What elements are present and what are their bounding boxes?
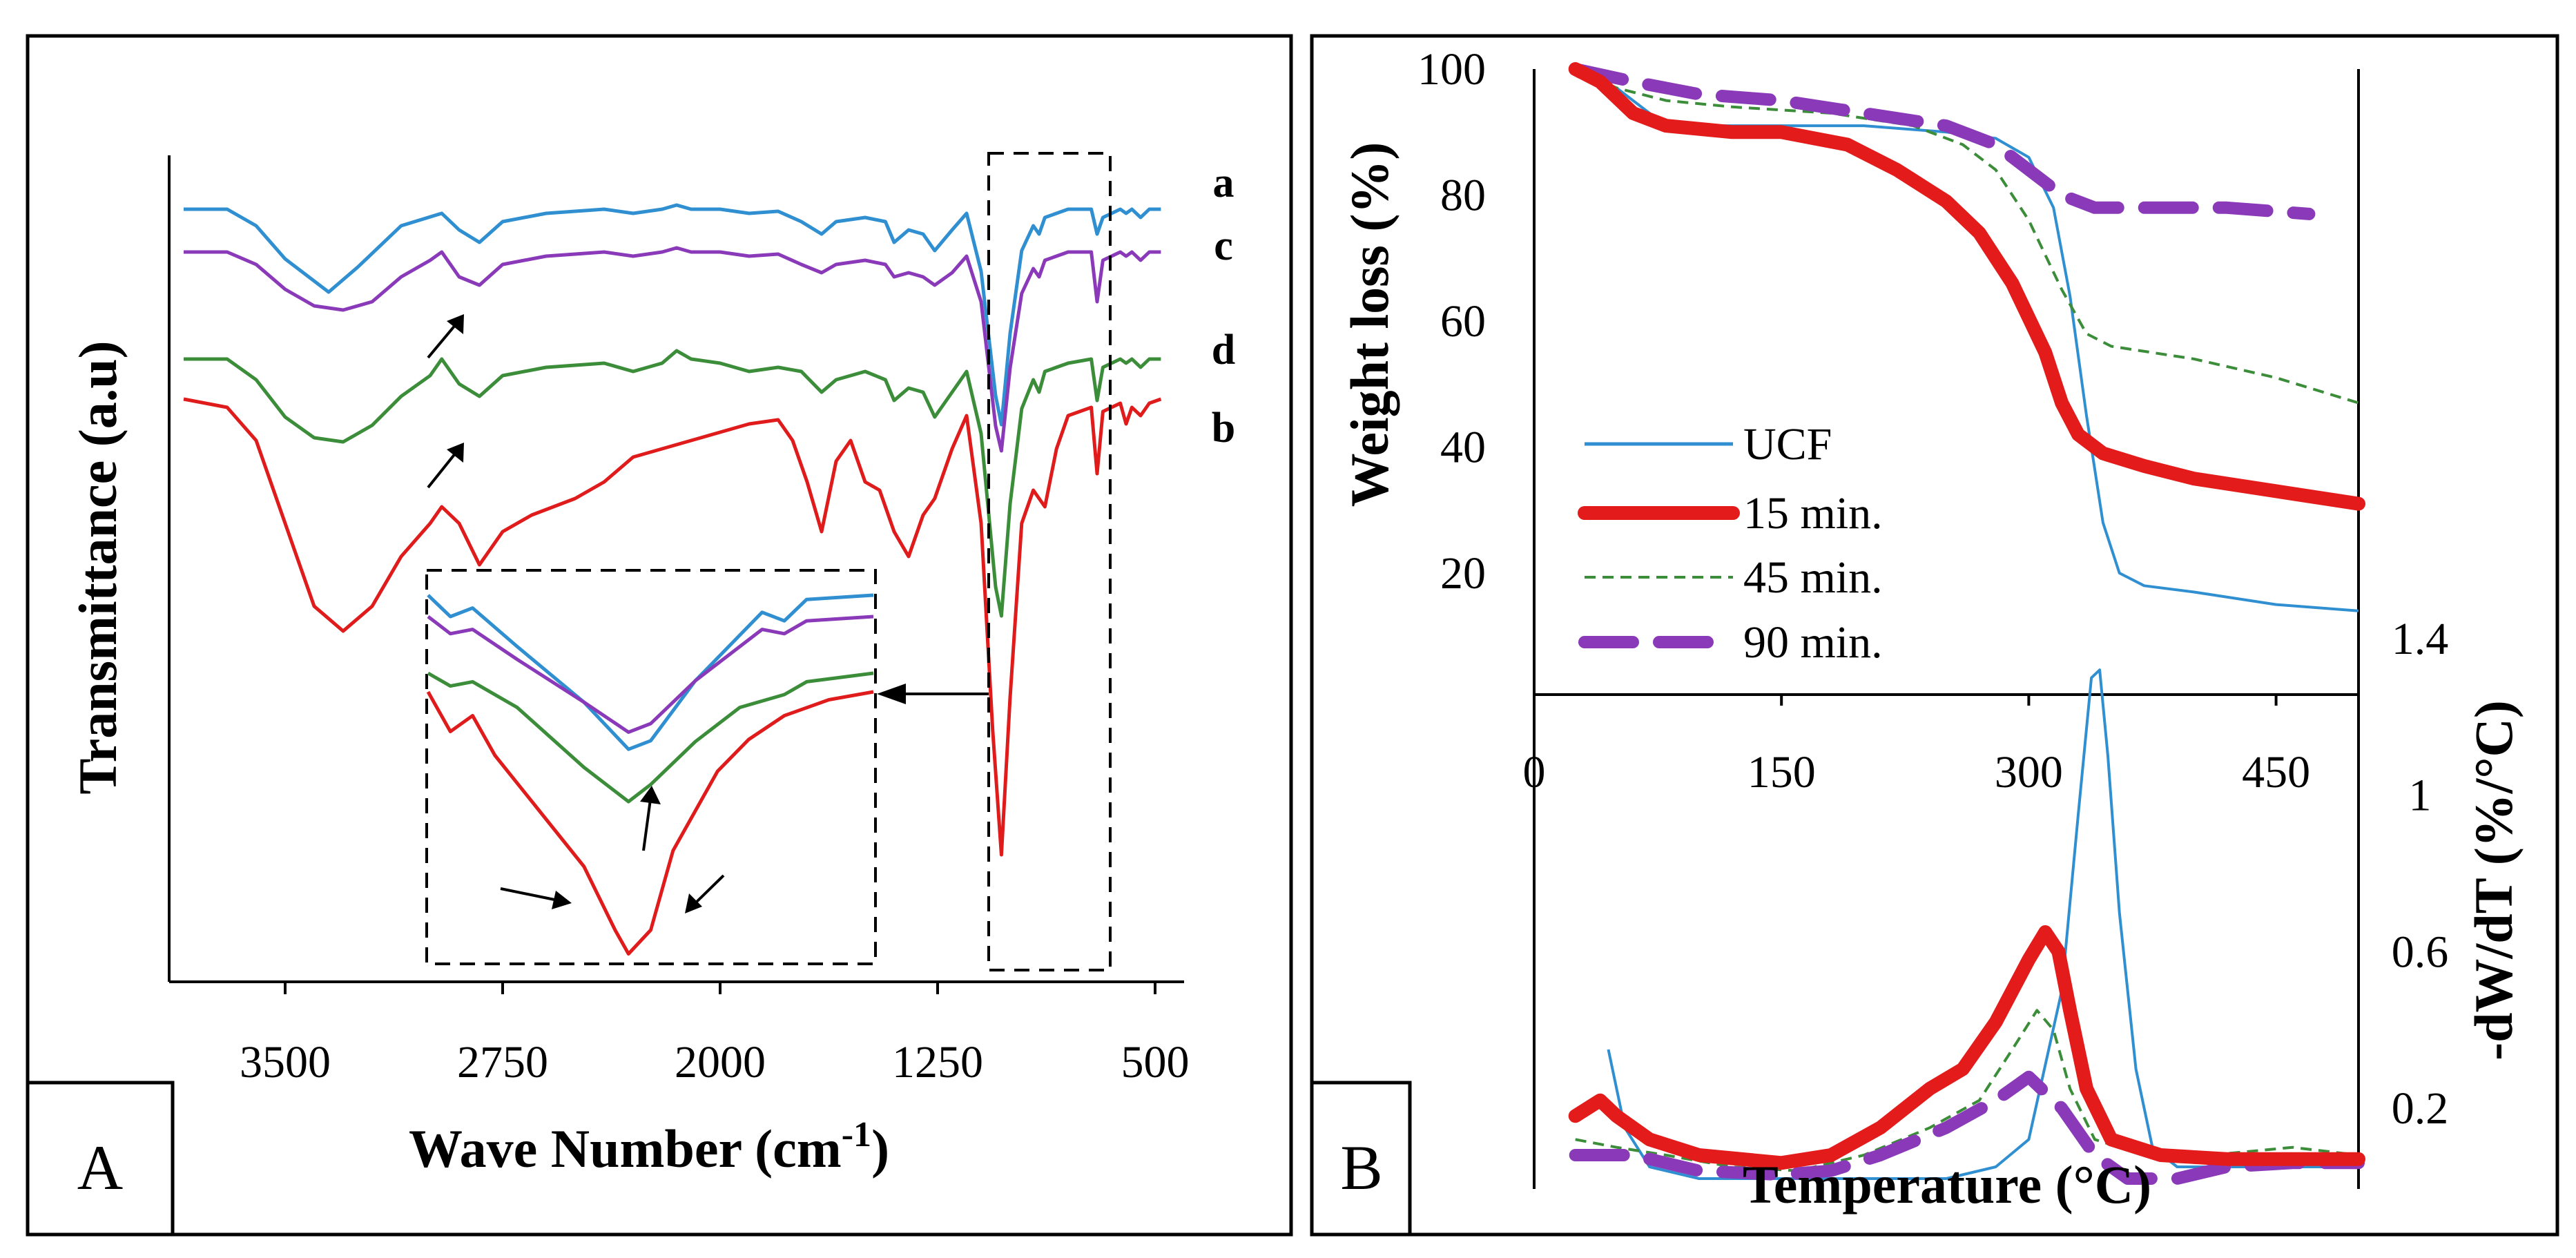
annotation-arrow	[640, 786, 661, 851]
panel-a-x-axis-title-close: )	[871, 1119, 889, 1179]
panel-b-tga-line-15min	[1568, 62, 2365, 511]
legend-label-ucf: UCF	[1743, 419, 1832, 470]
panel-b-y-tick-label: 40	[1440, 423, 1486, 473]
panel-a-series-label-a: a	[1213, 159, 1234, 206]
panel-b-dtg-line-ucf	[1607, 668, 2359, 1180]
panel-b-letter: B	[1340, 1132, 1382, 1203]
panel-a-inset-line-d	[427, 671, 874, 804]
panel-b-right-y-tick-label: 0.2	[2392, 1083, 2449, 1134]
panel-b-x-tick-label: 450	[2242, 747, 2310, 797]
annotation-arrow	[427, 443, 464, 489]
panel-a-series-label-c: c	[1214, 222, 1233, 269]
fingerprint-highlight-box	[987, 152, 1112, 971]
panel-a-x-tick-label: 500	[1121, 1037, 1190, 1087]
legend-label-90min: 90 min.	[1743, 617, 1883, 668]
inset-box	[425, 569, 877, 965]
panel-b-y-tick-label: 100	[1417, 44, 1486, 95]
panel-a: 3500 2750 2000 1250 500 ac db Transmittance (…	[26, 34, 1293, 1237]
panel-a-inset-line-a	[427, 593, 874, 751]
panel-b-right-y-tick-label: 1	[2409, 771, 2432, 821]
panel-a-inset-line-b	[426, 690, 874, 956]
legend-label-45min: 45 min.	[1743, 552, 1883, 603]
panel-a-x-tick-label: 3500	[240, 1037, 331, 1087]
annotation-arrow	[500, 887, 572, 909]
panel-b-y-tick-label: 80	[1440, 171, 1486, 221]
panel-b-x-axis-title: Temperature (°C)	[1743, 1154, 2151, 1215]
annotation-arrow	[427, 314, 464, 359]
legend: UCF 15 min. 45 min. 90 min.	[1578, 419, 1883, 668]
panel-a-series-line-b	[183, 397, 1162, 857]
panel-a-x-tick-label: 2000	[675, 1037, 766, 1087]
panel-a-inset-line-c	[427, 615, 874, 734]
panel-b-dtg-line-15min	[1568, 925, 2365, 1170]
panel-b-x-tick-label: 0	[1523, 747, 1546, 797]
panel-a-series-line-c	[184, 246, 1161, 453]
panel-b-right-y-tick-label: 0.6	[2392, 927, 2449, 977]
panel-a-series-label-b: b	[1212, 405, 1235, 452]
panel-b-frame	[1310, 34, 2559, 1237]
panel-b-y-tick-label: 20	[1440, 548, 1486, 599]
panel-b-right-y-axis-title: -dW/dT (%/°C)	[2463, 700, 2524, 1061]
panel-a-series-label-d: d	[1212, 327, 1235, 374]
panel-a-frame	[26, 34, 1293, 1237]
panel-b-x-tick-label: 300	[1995, 747, 2063, 797]
panel-b-letter-box	[1310, 1081, 1412, 1237]
panel-a-y-axis-title: Transmittance (a.u)	[68, 340, 128, 794]
annotation-arrow	[685, 874, 725, 913]
inset-pointer-arrowhead	[877, 684, 906, 704]
panel-b-right-y-tick-label: 1.4	[2392, 614, 2449, 664]
panel-a-series-line-a	[184, 203, 1161, 427]
legend-label-15min: 15 min.	[1743, 488, 1883, 539]
panel-b: 0 150 300 450 20 40 60 80 100 0.2 0.6 1 1.4 UCF 15 m…	[1310, 34, 2559, 1237]
panel-b-tga-line-90min	[1569, 63, 2316, 220]
panel-a-x-tick-label: 1250	[892, 1037, 983, 1087]
panel-a-letter-box	[26, 1081, 175, 1237]
panel-a-letter: A	[77, 1132, 123, 1203]
panel-b-y-tick-label: 60	[1440, 296, 1486, 347]
panel-a-series-line-d	[184, 349, 1161, 618]
panel-b-dtg-line-90min	[1569, 1070, 2365, 1185]
panel-a-x-axis-title-main: Wave Number (cm	[409, 1119, 842, 1179]
panel-b-y-axis-title: Weight loss (%)	[1339, 142, 1400, 507]
panel-b-x-tick-label: 150	[1747, 747, 1816, 797]
panel-a-x-tick-label: 2750	[457, 1037, 548, 1087]
panel-a-x-axis-title: Wave Number (cm-1)	[409, 1115, 889, 1179]
panel-b-tga-line-45min	[1574, 68, 2359, 405]
panel-b-tga-line-ucf	[1574, 68, 2359, 612]
panel-a-x-axis-title-superscript: -1	[842, 1115, 871, 1154]
